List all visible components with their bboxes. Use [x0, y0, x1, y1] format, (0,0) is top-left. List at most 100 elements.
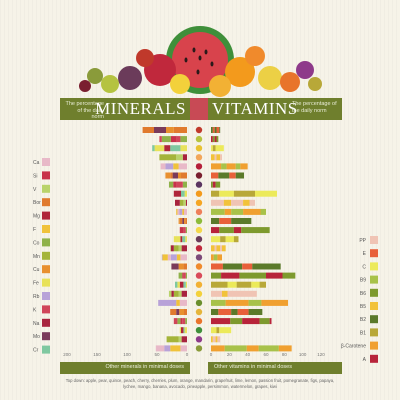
vitamin-bar-segment: [212, 136, 215, 143]
vitamin-bar-segment: [239, 272, 266, 279]
mineral-bar-segment: [159, 136, 162, 143]
mineral-bar-segment: [179, 227, 184, 234]
mineral-legend-swatch: [42, 238, 50, 247]
vitamin-bar-segment: [231, 208, 244, 215]
fruit-row-icon: [195, 336, 203, 343]
mineral-legend-swatch: [42, 318, 50, 327]
mineral-bar-segment: [179, 309, 184, 315]
mineral-bar-segment: [180, 345, 187, 352]
fruit-row-icon: [195, 181, 203, 188]
mineral-bar-segment: [182, 218, 184, 224]
fruit-row-icon: [195, 317, 203, 325]
vitamin-bar-segment: [211, 218, 220, 224]
vitamin-bar-segment: [216, 154, 221, 161]
mineral-bar-segment: [173, 190, 181, 197]
vitamin-legend-label: B1: [360, 330, 366, 336]
mineral-bar-segment: [183, 327, 185, 334]
vitamin-bar-segment: [227, 281, 237, 288]
mineral-bar-segment: [169, 290, 172, 297]
vitamin-bar-segment: [261, 299, 288, 306]
mineral-bar-segment: [176, 181, 183, 188]
mineral-bar-segment: [184, 208, 187, 215]
vitamin-legend-swatch: [370, 302, 378, 310]
vitamin-bar-segment: [246, 345, 259, 352]
fruit-row-icon: [195, 263, 203, 270]
vitamin-bar-segment: [231, 309, 238, 315]
vitamin-bar-segment: [211, 245, 215, 252]
vitamin-legend-swatch: [370, 288, 378, 297]
mineral-legend-label: Mg: [33, 214, 40, 220]
mineral-bar-segment: [176, 309, 180, 315]
mineral-bar-segment: [155, 345, 165, 352]
vitamin-bar-segment: [233, 190, 255, 197]
fruit-decoration: [101, 75, 119, 93]
vitamin-bar-segment: [211, 290, 222, 297]
mineral-legend-label: Cr: [33, 348, 39, 354]
minerals-banner-note: The percentage of the daily norm: [65, 101, 104, 120]
vitamin-bar-segment: [211, 263, 223, 270]
vitamin-bar-segment: [242, 263, 253, 270]
vitamin-bar-segment: [249, 199, 255, 206]
mineral-bar-segment: [184, 190, 187, 197]
vitamin-bar-segment: [211, 172, 219, 179]
fruit-decoration: [118, 66, 142, 90]
minerals-tick-label: 100: [123, 352, 131, 357]
vitamin-bar-segment: [219, 127, 221, 133]
vitamin-bar-segment: [259, 318, 270, 325]
mineral-legend-label: Rb: [33, 294, 40, 300]
mineral-bar-segment: [142, 127, 154, 133]
vitamin-bar-segment: [215, 336, 218, 343]
vitamin-bar-segment: [218, 172, 230, 179]
mineral-legend-label: F: [33, 227, 36, 233]
mineral-bar-segment: [154, 127, 166, 133]
vitamin-bar-segment: [243, 208, 261, 215]
vitamin-bar-segment: [211, 127, 213, 133]
mineral-bar-segment: [178, 336, 182, 343]
vitamin-bar-segment: [216, 245, 221, 252]
vitamins-footer-label: Other vitamins in minimal doses: [214, 364, 292, 370]
vitamin-bar-segment: [252, 263, 281, 270]
vitamin-bar-segment: [227, 290, 257, 297]
mineral-legend-swatch: [42, 305, 50, 314]
mineral-bar-segment: [181, 327, 184, 334]
fruit-row-icon: [195, 308, 203, 316]
fruit-decoration: [308, 77, 322, 91]
vitamin-legend-swatch: [370, 275, 378, 284]
vitamin-bar-segment: [260, 208, 266, 215]
vitamin-bar-segment: [278, 345, 292, 352]
mineral-bar-segment: [181, 290, 187, 297]
vitamin-bar-segment: [243, 199, 250, 206]
vitamin-bar-segment: [221, 272, 240, 279]
vitamin-bar-segment: [221, 163, 227, 170]
vitamin-legend-label: B6: [360, 291, 366, 297]
mineral-bar-segment: [173, 236, 181, 243]
vitamin-bar-segment: [248, 299, 262, 306]
mineral-bar-segment: [178, 290, 182, 297]
mineral-bar-segment: [160, 163, 166, 170]
vitamin-bar-segment: [240, 163, 248, 170]
vitamins-tick-label: 100: [299, 352, 307, 357]
fruit-row-icon: [195, 272, 203, 279]
vitamin-bar-segment: [213, 254, 218, 261]
mineral-bar-segment: [175, 281, 178, 288]
vitamins-tick-label: 120: [317, 352, 325, 357]
mineral-bar-segment: [172, 172, 178, 179]
vitamin-bar-segment: [211, 199, 224, 206]
mineral-bar-segment: [179, 199, 184, 206]
mineral-bar-segment: [179, 327, 181, 334]
mineral-bar-segment: [173, 318, 178, 325]
mineral-bar-segment: [181, 245, 187, 252]
mineral-bar-segment: [185, 218, 187, 224]
mineral-bar-segment: [171, 290, 174, 297]
vitamin-bar-segment: [237, 309, 249, 315]
vitamin-bar-segment: [216, 327, 220, 334]
center-divider-block: [190, 98, 208, 120]
fruit-row-icon: [195, 190, 203, 197]
mineral-legend-swatch: [42, 184, 50, 193]
fruit-decoration: [296, 61, 314, 79]
vitamin-bar-segment: [216, 127, 220, 133]
vitamin-bar-segment: [211, 181, 213, 188]
vitamin-legend-label: β-Carotene: [341, 344, 366, 350]
mineral-legend-swatch: [42, 265, 50, 274]
mineral-bar-segment: [173, 181, 177, 188]
